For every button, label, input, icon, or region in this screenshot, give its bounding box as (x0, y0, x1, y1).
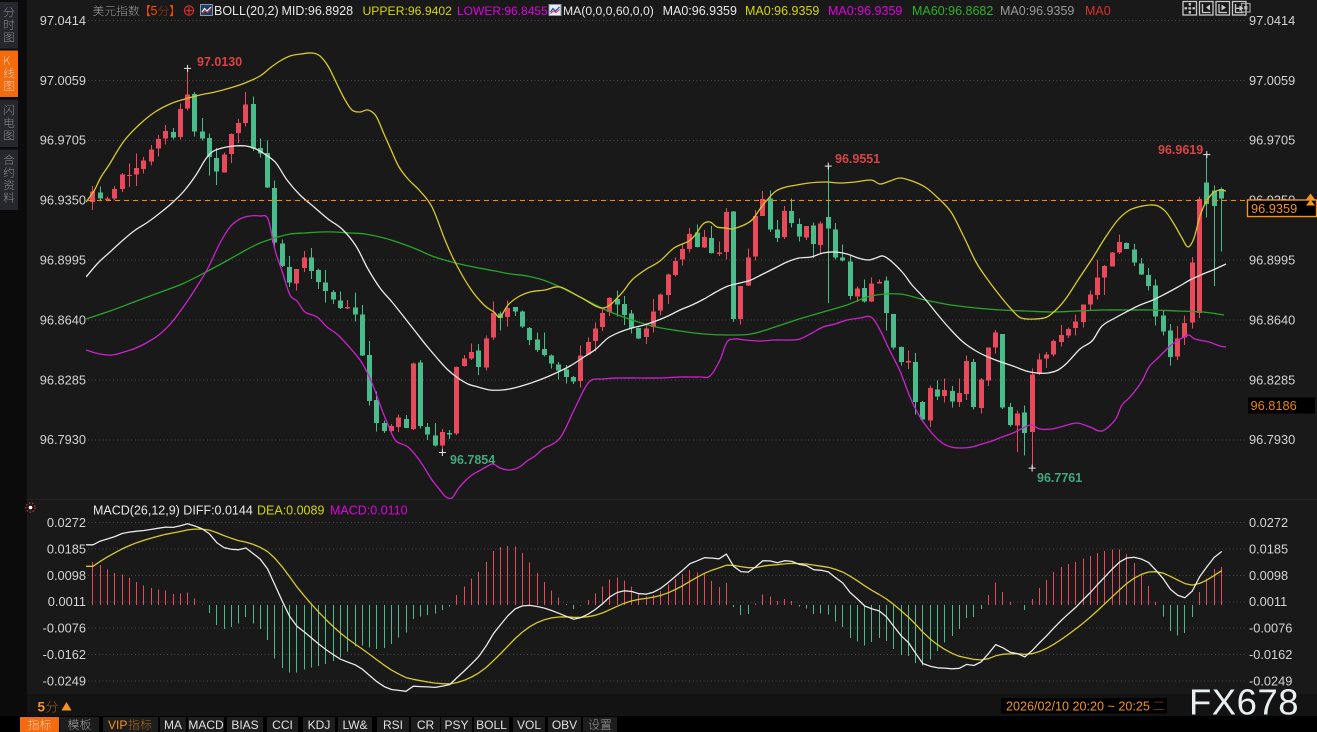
svg-text:96.9619: 96.9619 (1158, 143, 1203, 157)
svg-text:96.8995: 96.8995 (40, 253, 86, 268)
svg-text:0.0272: 0.0272 (47, 515, 86, 530)
svg-text:96.9350: 96.9350 (40, 193, 86, 208)
svg-text:DEA:0.0089: DEA:0.0089 (257, 504, 324, 518)
svg-text:MA: MA (164, 718, 182, 732)
svg-text:0.0011: 0.0011 (48, 594, 86, 609)
svg-text:5: 5 (38, 700, 46, 715)
svg-text:0.0185: 0.0185 (47, 541, 86, 556)
svg-text:-0.0162: -0.0162 (1249, 647, 1292, 662)
svg-text:96.9705: 96.9705 (1249, 133, 1295, 148)
svg-text:FX678: FX678 (1189, 682, 1299, 723)
svg-text:UPPER:96.9402: UPPER:96.9402 (363, 4, 453, 18)
svg-text:96.9705: 96.9705 (40, 133, 86, 148)
svg-text:MA(0,0,0,60,0,0): MA(0,0,0,60,0,0) (563, 4, 654, 18)
svg-text:-0.0076: -0.0076 (43, 621, 86, 636)
svg-text:KDJ: KDJ (308, 718, 331, 732)
svg-text:97.0130: 97.0130 (197, 55, 242, 69)
svg-text:LW&: LW& (342, 718, 367, 732)
svg-text:MA0:96.9359: MA0:96.9359 (745, 4, 819, 18)
svg-text:96.7854: 96.7854 (450, 453, 495, 467)
svg-text:RSI: RSI (383, 718, 403, 732)
svg-text:MA0:96.9359: MA0:96.9359 (1000, 4, 1074, 18)
svg-text:96.9359: 96.9359 (1251, 201, 1297, 216)
svg-text:96.8640: 96.8640 (1249, 312, 1295, 327)
svg-text:97.0414: 97.0414 (40, 13, 86, 28)
svg-text:MACD: MACD (188, 718, 224, 732)
svg-text:96.7761: 96.7761 (1037, 471, 1082, 485)
svg-text:0.0098: 0.0098 (1249, 568, 1288, 583)
svg-text:-0.0249: -0.0249 (43, 673, 86, 688)
svg-text:96.8285: 96.8285 (40, 372, 86, 387)
svg-text:96.8285: 96.8285 (1249, 372, 1295, 387)
svg-text:0.0011: 0.0011 (1249, 594, 1287, 609)
svg-text:97.0414: 97.0414 (1249, 13, 1295, 28)
svg-text:5: 5 (151, 4, 158, 18)
svg-text:VIP: VIP (108, 718, 127, 732)
svg-text:97.0059: 97.0059 (40, 73, 86, 88)
svg-text:CCI: CCI (272, 718, 293, 732)
svg-text:MA0:96.9359: MA0:96.9359 (663, 4, 737, 18)
svg-text:0.0272: 0.0272 (1249, 515, 1288, 530)
svg-text:96.8186: 96.8186 (1251, 398, 1297, 413)
svg-text:-0.0249: -0.0249 (1249, 673, 1292, 688)
svg-text:BOLL(20,2): BOLL(20,2) (214, 4, 279, 18)
svg-text:MACD(26,12,9) DIFF:0.0144: MACD(26,12,9) DIFF:0.0144 (93, 504, 253, 518)
svg-text:CR: CR (417, 718, 435, 732)
svg-text:-0.0076: -0.0076 (1249, 621, 1292, 636)
svg-text:0.0185: 0.0185 (1249, 541, 1288, 556)
svg-text:96.7930: 96.7930 (40, 432, 86, 447)
svg-text:96.7930: 96.7930 (1249, 432, 1295, 447)
svg-text:PSY: PSY (444, 718, 468, 732)
svg-text:MACD:0.0110: MACD:0.0110 (330, 504, 408, 518)
svg-text:97.0059: 97.0059 (1249, 73, 1295, 88)
svg-text:BOLL: BOLL (476, 718, 507, 732)
svg-text:MID:96.8928: MID:96.8928 (282, 4, 354, 18)
svg-text:-0.0162: -0.0162 (43, 647, 86, 662)
svg-text:OBV: OBV (552, 718, 577, 732)
svg-text:96.9551: 96.9551 (835, 152, 880, 166)
svg-text:BIAS: BIAS (231, 718, 258, 732)
svg-text:2026/02/10 20:20 ~ 20:25: 2026/02/10 20:20 ~ 20:25 (1006, 700, 1150, 714)
svg-text:96.8995: 96.8995 (1249, 253, 1295, 268)
svg-text:MA0:96.9359: MA0:96.9359 (828, 4, 902, 18)
svg-text:MA0: MA0 (1085, 4, 1111, 18)
svg-text:MA60:96.8682: MA60:96.8682 (912, 4, 993, 18)
svg-text:LOWER:96.8455: LOWER:96.8455 (457, 4, 548, 18)
svg-text:VOL: VOL (517, 718, 541, 732)
svg-text:96.8640: 96.8640 (40, 312, 86, 327)
svg-text:0.0098: 0.0098 (47, 568, 86, 583)
